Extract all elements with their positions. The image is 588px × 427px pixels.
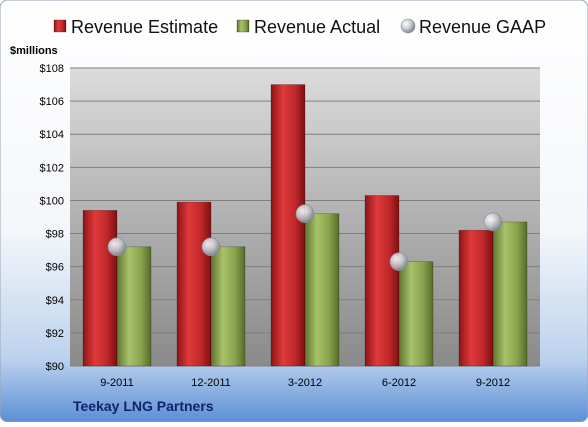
actual-bar xyxy=(492,221,528,367)
y-tick-label: $108 xyxy=(40,63,64,75)
y-tick-label: $90 xyxy=(46,361,64,373)
y-tick-label: $92 xyxy=(46,328,64,340)
y-tick-label: $100 xyxy=(40,195,64,207)
actual-bar xyxy=(304,213,340,367)
estimate-bar xyxy=(364,195,400,367)
y-tick-labels: $90 $92 $94 $96 $98 $100 $102 $104 $106 $108 xyxy=(40,63,64,373)
gaap-markers xyxy=(107,204,503,272)
actual-bar xyxy=(210,246,246,367)
gaap-marker xyxy=(389,252,409,272)
y-tick-label: $96 xyxy=(46,262,64,274)
bars xyxy=(82,84,528,367)
gaap-marker xyxy=(107,237,127,257)
legend-label: Revenue GAAP xyxy=(419,17,546,37)
legend-swatch xyxy=(53,19,67,33)
estimate-bar xyxy=(270,84,306,367)
x-tick-label: 12-2011 xyxy=(191,377,231,389)
x-tick-label: 9-2012 xyxy=(476,377,510,389)
x-tick-label: 6-2012 xyxy=(382,377,416,389)
gaap-marker xyxy=(295,204,315,223)
legend-label: Revenue Estimate xyxy=(71,17,218,37)
y-tick-label: $102 xyxy=(40,162,64,174)
y-tick-label: $94 xyxy=(46,295,64,307)
company-name: Teekay LNG Partners xyxy=(73,398,214,414)
y-tick-label: $104 xyxy=(40,129,64,141)
legend: Revenue Estimate Revenue Actual Revenue GA… xyxy=(53,17,546,37)
estimate-bar xyxy=(176,201,212,367)
x-tick-label: 3-2012 xyxy=(288,377,322,389)
actual-bar xyxy=(398,261,434,367)
y-tick-label: $98 xyxy=(46,229,64,241)
legend-label: Revenue Actual xyxy=(254,17,380,37)
legend-swatch xyxy=(400,18,416,34)
y-axis-label: $millions xyxy=(10,45,58,57)
y-tick-label: $106 xyxy=(40,96,64,108)
x-tick-labels: 9-2011 12-2011 3-2012 6-2012 9-2012 xyxy=(100,377,510,389)
legend-swatch xyxy=(236,19,250,33)
estimate-bar xyxy=(82,210,118,367)
x-tick-label: 9-2011 xyxy=(100,377,133,389)
actual-bar xyxy=(116,246,152,367)
gaap-marker xyxy=(483,212,503,232)
gaap-marker xyxy=(201,237,221,257)
estimate-bar xyxy=(458,229,494,367)
